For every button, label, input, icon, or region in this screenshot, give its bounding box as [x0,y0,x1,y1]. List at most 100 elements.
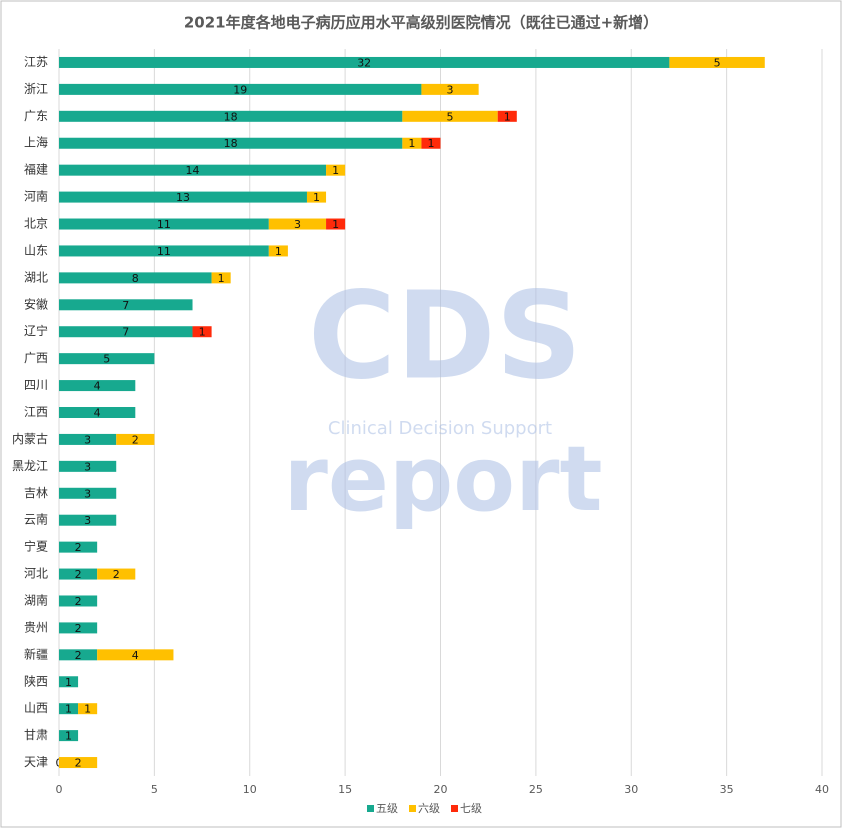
data-label: 2 [75,595,82,608]
bar-segment [59,245,269,257]
y-tick-label: 陕西 [24,673,48,688]
y-tick-label: 山西 [24,701,48,715]
y-tick-label: 北京 [24,217,48,231]
y-tick-label: 江西 [24,405,48,419]
bar-segment [116,433,155,445]
bar-segment [268,245,288,257]
bar-segment [97,568,136,580]
y-tick-label: 江苏 [24,55,48,69]
data-label: 2 [75,568,82,581]
data-label: 3 [84,433,91,446]
y-tick-label: 河北 [24,567,48,581]
bar-segment [59,460,117,472]
data-label: 1 [504,110,511,123]
data-label: 14 [186,164,200,177]
data-label: 2 [75,757,82,770]
data-label: 2 [75,622,82,635]
x-tick-label: 35 [720,783,734,796]
data-label: 3 [447,83,454,96]
data-label: 2 [113,568,120,581]
y-tick-label: 吉林 [24,486,48,500]
bar-segment [497,110,517,122]
data-label: 13 [176,191,190,204]
data-label: 18 [224,110,238,123]
bar-segment [59,757,98,769]
x-tick-label: 10 [243,783,257,796]
data-label: 1 [199,326,206,339]
y-tick-label: 甘肃 [24,728,48,742]
data-label: 3 [84,514,91,527]
bar-segment [326,164,346,176]
bar-segment [59,326,193,338]
data-label: 3 [84,487,91,500]
y-tick-label: 福建 [24,162,48,177]
bar-segment [59,299,193,311]
data-label: 19 [233,83,247,96]
data-label: 1 [332,218,339,231]
data-label: 4 [94,380,101,393]
data-label: 2 [75,649,82,662]
x-tick-label: 25 [529,783,543,796]
data-label: 1 [65,703,72,716]
y-tick-label: 贵州 [24,620,48,634]
data-label: 1 [84,703,91,716]
y-tick-label: 宁夏 [24,539,48,554]
y-tick-label: 安徽 [24,296,48,311]
bar-segment [59,568,98,580]
data-label: 1 [65,730,72,743]
y-tick-label: 黑龙江 [12,459,48,473]
bar-segment [211,272,231,284]
data-label: 18 [224,137,238,150]
x-tick-label: 15 [338,783,352,796]
data-label: 1 [275,245,282,258]
legend-swatch [367,805,374,812]
x-tick-label: 20 [434,783,448,796]
bar-segment [59,83,422,95]
y-tick-label: 云南 [24,512,48,527]
y-tick-label: 浙江 [24,82,48,96]
legend-label: 五级 [376,802,398,815]
x-tick-label: 30 [624,783,638,796]
y-tick-label: 天津 [24,755,48,769]
bar-segment [59,218,269,230]
bar-segment [59,595,98,607]
watermark-subtitle: Clinical Decision Support [328,418,552,439]
data-label: 11 [157,245,171,258]
bar-segment [59,353,155,365]
y-tick-label: 新疆 [24,646,48,661]
bar-segment [192,326,212,338]
watermark-word: report [283,427,602,532]
bar-segment [59,407,136,418]
data-label: 4 [94,407,101,420]
y-tick-label: 四川 [24,378,48,392]
bar-segment [59,730,79,742]
bar-segment [306,191,327,203]
bar-segment [59,676,79,688]
bar-segment [59,433,117,445]
bar-segment [59,164,327,176]
bar-segment [59,514,117,526]
data-label: 3 [84,460,91,473]
bar-segment [402,110,498,122]
y-tick-label: 广东 [24,109,48,123]
x-tick-label: 0 [56,783,63,796]
data-label: 1 [408,137,415,150]
data-label: 1 [65,676,72,689]
y-tick-label: 广西 [24,351,48,365]
bar-segment [97,649,174,661]
data-label: 1 [427,137,434,150]
data-label: 2 [132,433,139,446]
data-label: 1 [313,191,320,204]
data-label: 8 [132,272,139,285]
bar-segment [669,56,765,68]
bar-segment [421,137,441,149]
y-tick-label: 湖北 [24,269,48,284]
data-label: 7 [122,326,129,339]
bar-segment [402,137,422,149]
data-label: 32 [357,56,371,69]
bar-segment [59,56,670,68]
data-label: 5 [103,353,110,366]
bar-segment [59,137,403,149]
bar-segment [59,703,79,715]
